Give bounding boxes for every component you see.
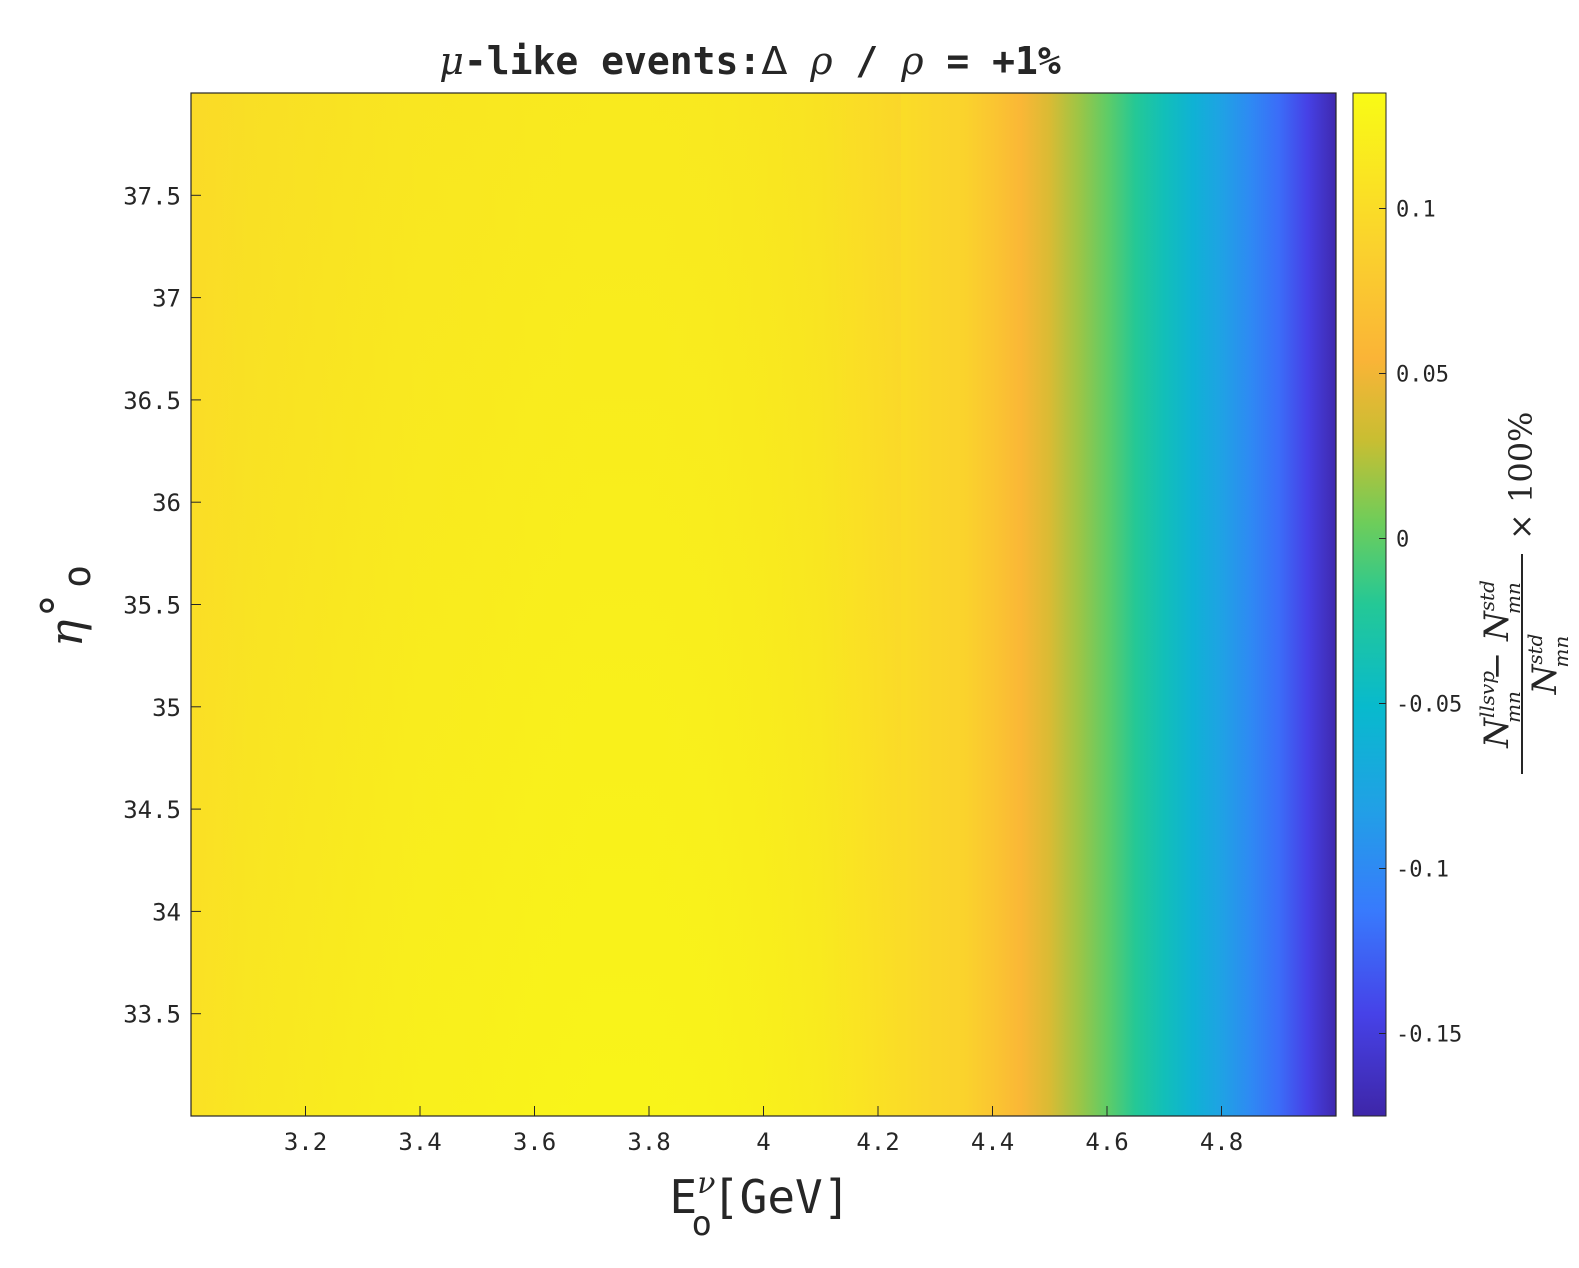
y-tick-label: 37 bbox=[152, 285, 181, 313]
x-tick-label: 3.4 bbox=[398, 1128, 441, 1156]
title-rho-2: ρ bbox=[900, 39, 924, 83]
x-ticks: 3.2 3.4 3.6 3.8 4 4.2 4.4 4.6 4.8 bbox=[284, 1106, 1243, 1156]
xlabel-e: E bbox=[670, 1170, 698, 1224]
title-mu: μ bbox=[439, 39, 464, 83]
x-tick-label: 4.4 bbox=[971, 1128, 1014, 1156]
ylabel-sub: o bbox=[55, 565, 99, 588]
heatmap-image bbox=[191, 93, 1336, 1116]
x-tick-label: 4.6 bbox=[1085, 1128, 1128, 1156]
title-slash: / bbox=[833, 39, 902, 83]
title-text: -like events: bbox=[464, 39, 761, 83]
title-delta: Δ bbox=[761, 39, 787, 83]
x-axis-label: Eν o[GeV] bbox=[670, 1166, 851, 1244]
y-axis-label: η° o bbox=[31, 565, 99, 647]
chart-title: μ-like events:Δ ρ / ρ = +1% bbox=[439, 39, 1061, 83]
y-tick-label: 34 bbox=[152, 898, 181, 926]
y-tick-label: 35.5 bbox=[123, 592, 181, 620]
cb-denominator: Nstd mn bbox=[1523, 634, 1573, 696]
xlabel-unit: [GeV] bbox=[712, 1170, 850, 1224]
cb-numerator: Nllsvp mn − Nstd mn bbox=[1475, 580, 1525, 749]
ylabel-eta: η bbox=[39, 619, 93, 647]
colorbar-tick-label: 0 bbox=[1396, 528, 1409, 553]
title-rho-1: ρ bbox=[809, 39, 833, 83]
x-tick-label: 4.8 bbox=[1200, 1128, 1243, 1156]
colorbar-tick-label: -0.15 bbox=[1396, 1023, 1462, 1048]
y-tick-label: 35 bbox=[152, 694, 181, 722]
x-tick-label: 3.8 bbox=[627, 1128, 670, 1156]
title-tail: = +1% bbox=[924, 39, 1061, 83]
colorbar-strip bbox=[1352, 92, 1387, 1117]
colorbar: -0.15 -0.1 -0.05 0 0.05 0.1 bbox=[1352, 92, 1462, 1117]
y-ticks: 33.5 34 34.5 35 35.5 36 36.5 37 37.5 bbox=[123, 182, 201, 1029]
cb-times: × 100% bbox=[1502, 412, 1540, 540]
colorbar-tick-label: -0.05 bbox=[1396, 693, 1462, 718]
ylabel-deg: ° bbox=[31, 592, 85, 620]
xlabel-sub: o bbox=[691, 1204, 711, 1244]
colorbar-tick-label: 0.05 bbox=[1396, 363, 1449, 388]
y-tick-label: 36 bbox=[152, 489, 181, 517]
colorbar-tick-label: 0.1 bbox=[1396, 198, 1436, 223]
colorbar-tick-label: -0.1 bbox=[1396, 858, 1449, 883]
y-tick-label: 37.5 bbox=[123, 182, 181, 210]
y-tick-label: 33.5 bbox=[123, 1001, 181, 1029]
x-tick-label: 4 bbox=[756, 1128, 770, 1156]
xlabel-sup: ν bbox=[697, 1166, 715, 1201]
y-tick-label: 36.5 bbox=[123, 387, 181, 415]
x-tick-label: 4.2 bbox=[856, 1128, 899, 1156]
heatmap-shade bbox=[191, 93, 901, 1116]
x-tick-label: 3.2 bbox=[284, 1128, 327, 1156]
x-tick-label: 3.6 bbox=[513, 1128, 556, 1156]
y-tick-label: 34.5 bbox=[123, 796, 181, 824]
colorbar-label: Nllsvp mn − Nstd mn Nstd mn × 100% bbox=[1475, 412, 1573, 774]
